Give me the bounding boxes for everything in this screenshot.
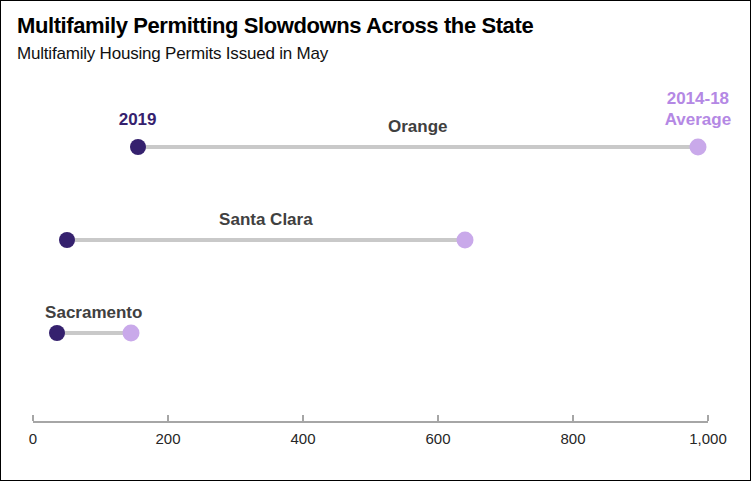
x-axis-tick	[167, 415, 169, 421]
x-axis-tick-label: 800	[560, 430, 585, 448]
category-label: Santa Clara	[219, 210, 313, 230]
category-label: Sacramento	[45, 303, 142, 323]
x-axis-tick-label: 600	[425, 430, 450, 448]
x-axis-tick-label: 200	[155, 430, 180, 448]
x-axis-tick	[32, 415, 34, 421]
series1-legend-label: 2019	[119, 110, 157, 130]
x-axis-tick	[437, 415, 439, 421]
x-axis-tick	[707, 415, 709, 421]
x-axis-tick	[302, 415, 304, 421]
dot-average	[122, 325, 139, 342]
row-connector	[57, 331, 131, 335]
x-axis-tick	[572, 415, 574, 421]
row-connector	[67, 238, 465, 242]
dot-2019	[130, 139, 146, 155]
plot-area: Orange 2019 2014-18Average Santa Clara Sacra…	[1, 1, 751, 481]
dot-2019	[59, 232, 75, 248]
x-axis-tick-label: 0	[29, 430, 37, 448]
dot-average	[457, 232, 474, 249]
dot-average	[689, 139, 706, 156]
row-connector	[138, 145, 698, 149]
chart-frame: Multifamily Permitting Slowdowns Across …	[0, 0, 751, 481]
x-axis-tick-label: 1,000	[689, 430, 727, 448]
category-label: Orange	[388, 117, 448, 137]
dot-2019	[49, 325, 65, 341]
x-axis-line	[33, 421, 708, 423]
series2-legend-label: 2014-18Average	[665, 88, 731, 130]
x-axis-tick-label: 400	[290, 430, 315, 448]
